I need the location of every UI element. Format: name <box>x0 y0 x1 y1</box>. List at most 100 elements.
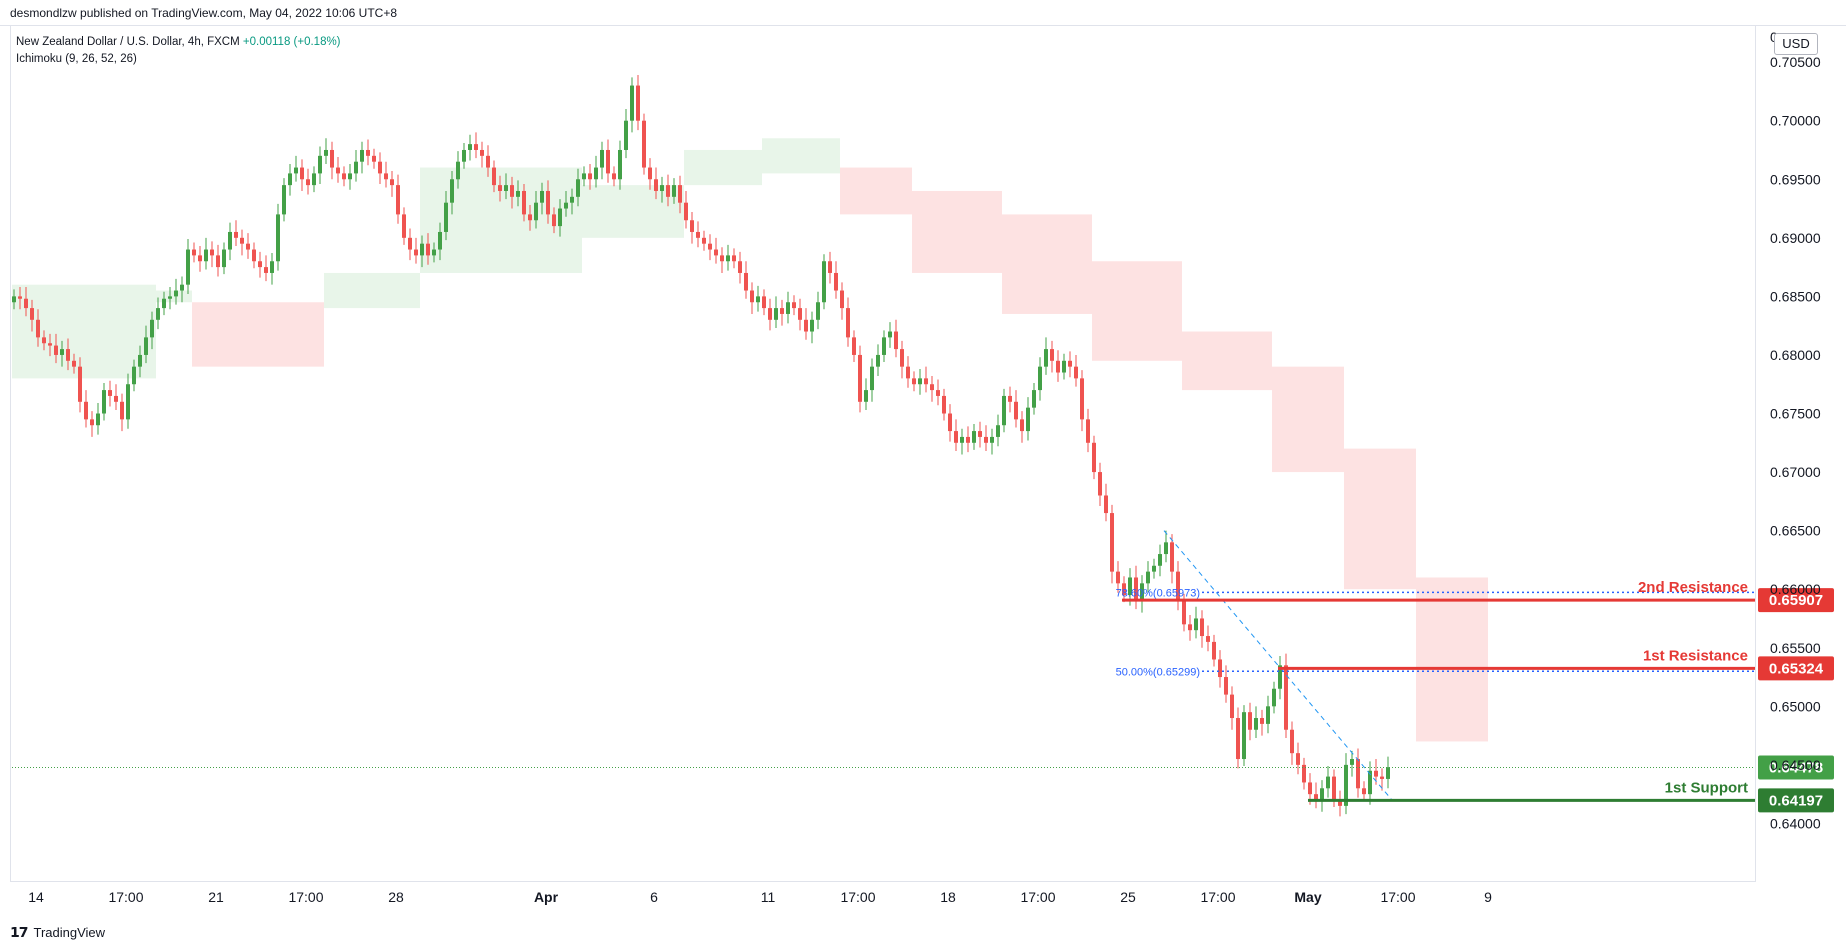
candle-body <box>684 202 688 221</box>
candle-body <box>414 249 418 256</box>
candle-body <box>492 167 496 186</box>
indicator-legend[interactable]: Ichimoku (9, 26, 52, 26) <box>16 53 137 65</box>
candle-body <box>516 190 520 197</box>
y-tick-label: 0.65000 <box>1770 698 1821 714</box>
candle-body <box>18 296 22 299</box>
candle-body <box>990 436 994 443</box>
candle-body <box>654 179 658 191</box>
candle-body <box>102 390 106 414</box>
candle-body <box>1326 776 1330 789</box>
x-tick-label: 21 <box>208 889 224 905</box>
candle-body <box>210 249 214 256</box>
candle-body <box>1374 770 1378 777</box>
candle-body <box>786 302 790 314</box>
x-tick-label: 17:00 <box>108 889 143 905</box>
candle-body <box>246 243 250 250</box>
candle-body <box>744 272 748 291</box>
candle-body <box>1182 600 1186 625</box>
candle-body <box>642 120 646 168</box>
candle-body <box>438 231 442 250</box>
cloud-segment <box>192 302 324 367</box>
candle-body <box>1314 794 1318 801</box>
candle-body <box>1248 712 1252 730</box>
candle-body <box>336 167 340 174</box>
x-tick-label: 17:00 <box>1020 889 1055 905</box>
candle-body <box>480 149 484 156</box>
price-axis[interactable]: 0.70500 0.70000 0.69500 0.69000 0.68500 0.680… <box>1770 29 1821 831</box>
candle-body <box>360 149 364 162</box>
candle-body <box>1338 800 1342 806</box>
y-tick-label: 0.66500 <box>1770 523 1821 539</box>
symbol-info: New Zealand Dollar / U.S. Dollar, 4h, FX… <box>16 36 240 48</box>
resistance-label: 1st Resistance <box>1643 647 1748 664</box>
resistance-label: 2nd Resistance <box>1638 579 1748 596</box>
candle-body <box>858 354 862 402</box>
symbol-legend[interactable]: New Zealand Dollar / U.S. Dollar, 4h, FX… <box>16 34 341 51</box>
candle-body <box>1272 688 1276 707</box>
candle-body <box>240 237 244 244</box>
candle-body <box>708 243 712 250</box>
chart-annotations: 78.60%(0.65973) 50.00%(0.65299) 2nd Resist… <box>12 530 1834 813</box>
candle-body <box>984 436 988 443</box>
candle-body <box>936 390 940 396</box>
candle-body <box>780 308 784 314</box>
candle-body <box>852 337 856 355</box>
candle-body <box>330 149 334 168</box>
x-tick-label: 17:00 <box>1380 889 1415 905</box>
candle-body <box>834 272 838 291</box>
currency-badge[interactable]: USD <box>1774 33 1818 55</box>
cloud-segment <box>1002 214 1092 314</box>
footer-brand[interactable]: 𝟭𝟳 TradingView <box>10 924 105 941</box>
candle-body <box>732 255 736 262</box>
candle-body <box>1098 472 1102 496</box>
candle-body <box>456 161 460 180</box>
cloud-segment <box>762 138 840 174</box>
candle-body <box>24 298 28 309</box>
candle-body <box>1308 782 1312 795</box>
candle-body <box>1080 378 1084 420</box>
candle-body <box>1284 665 1288 730</box>
candle-body <box>636 85 640 121</box>
candle-body <box>294 167 298 174</box>
y-tick-label: 0.70000 <box>1770 113 1821 129</box>
candle-body <box>558 208 562 227</box>
candle-body <box>840 290 844 309</box>
x-tick-label: 17:00 <box>840 889 875 905</box>
price-change: +0.00118 (+0.18%) <box>242 36 341 48</box>
candle-body <box>1356 759 1360 789</box>
candle-body <box>174 290 178 297</box>
candle-body <box>1362 788 1366 795</box>
candle-body <box>126 384 130 420</box>
chart-frame[interactable] <box>10 26 1756 882</box>
candle-body <box>108 390 112 396</box>
candle-body <box>372 155 376 162</box>
candle-body <box>750 290 754 303</box>
y-tick-label: 0.67500 <box>1770 406 1821 422</box>
x-tick-label: Apr <box>534 889 559 905</box>
candle-body <box>672 185 676 197</box>
chart-legend[interactable]: New Zealand Dollar / U.S. Dollar, 4h, FX… <box>16 34 341 68</box>
candle-body <box>546 190 550 215</box>
candle-body <box>30 308 34 320</box>
x-tick-label: 17:00 <box>288 889 323 905</box>
time-axis[interactable]: 14 17:00 21 17:00 28 Apr 6 11 17:00 18 17:00 25 17:0… <box>28 889 1492 905</box>
publish-info: desmondlzw published on TradingView.com,… <box>10 6 398 20</box>
candle-body <box>564 202 568 209</box>
candle-body <box>270 261 274 273</box>
candle-body <box>1194 618 1198 631</box>
candle-body <box>882 337 886 355</box>
candle-body <box>1296 753 1300 765</box>
candle-body <box>234 231 238 238</box>
candle-body <box>804 319 808 332</box>
candle-body <box>768 308 772 320</box>
candle-body <box>312 173 316 186</box>
candle-body <box>1086 419 1090 443</box>
candle-body <box>252 249 256 262</box>
price-tag <box>1758 588 1834 613</box>
candle-body <box>822 261 826 303</box>
candle-body <box>996 425 1000 437</box>
x-tick-label: 11 <box>761 889 776 905</box>
cloud-segment <box>1344 448 1416 590</box>
candle-body <box>600 149 604 168</box>
